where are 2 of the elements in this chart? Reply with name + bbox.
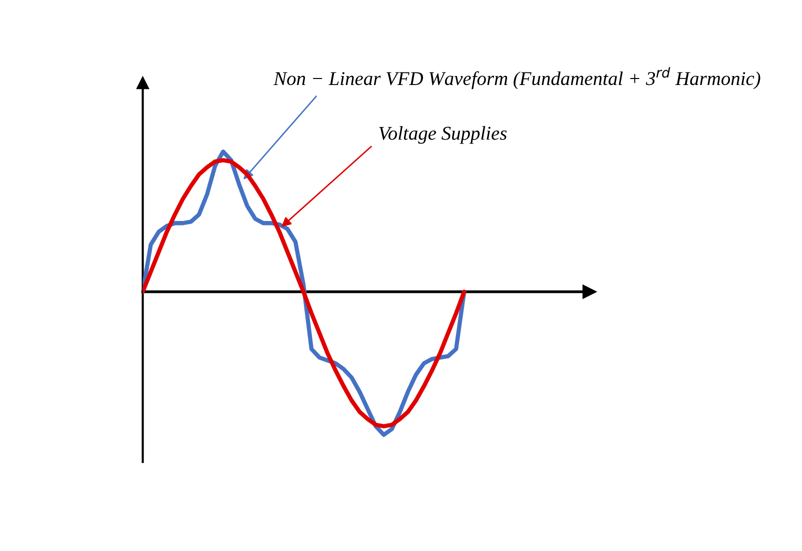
- text: Voltage Supplies: [379, 126, 507, 144]
- text: Non − Linear VFD Waveform (Fundamental + 3$^{rd}$ Harmonic): [273, 67, 760, 90]
